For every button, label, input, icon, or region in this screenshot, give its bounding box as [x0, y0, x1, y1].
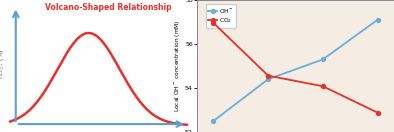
Text: FE$_{C_{2+}}$ (%): FE$_{C_{2+}}$ (%) — [0, 48, 7, 79]
Text: Volcano-Shaped Relationship: Volcano-Shaped Relationship — [45, 3, 172, 12]
Legend: OH$^-$, CO$_2$: OH$^-$, CO$_2$ — [206, 4, 236, 28]
Y-axis label: Local OH$^-$ concentration (mM): Local OH$^-$ concentration (mM) — [173, 20, 182, 112]
